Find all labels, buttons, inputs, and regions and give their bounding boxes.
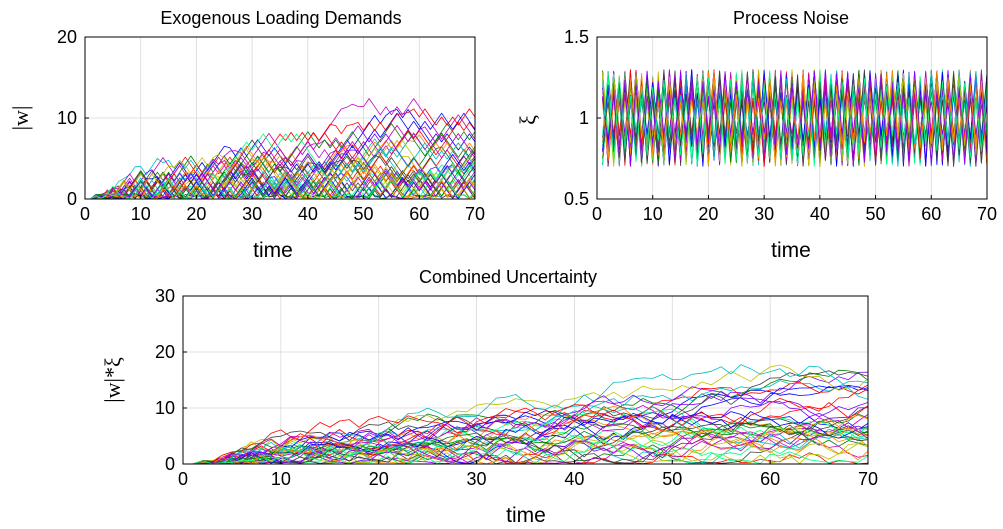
noise-series-line xyxy=(602,69,988,167)
y-tick-label: 30 xyxy=(155,286,175,306)
y-tick-label: 20 xyxy=(57,27,77,47)
noise-title: Process Noise xyxy=(733,8,849,28)
x-tick-label: 60 xyxy=(921,204,941,224)
noise-ylabel: ξ xyxy=(515,115,540,125)
x-tick-label: 10 xyxy=(131,204,151,224)
combined-series-line xyxy=(183,421,869,465)
loading-title: Exogenous Loading Demands xyxy=(160,8,401,28)
x-tick-label: 30 xyxy=(754,204,774,224)
x-tick-label: 30 xyxy=(242,204,262,224)
combined-series-group xyxy=(183,364,869,465)
loading-series-group xyxy=(85,98,476,200)
combined-series-line xyxy=(183,406,869,465)
combined-series-line xyxy=(183,418,869,465)
y-tick-label: 20 xyxy=(155,342,175,362)
x-tick-label: 20 xyxy=(369,469,389,489)
y-tick-label: 0 xyxy=(165,454,175,474)
combined-series-line xyxy=(183,427,869,465)
combined-plot-frame xyxy=(182,295,869,465)
loading-series-line xyxy=(85,149,476,200)
x-tick-label: 70 xyxy=(465,204,485,224)
x-tick-label: 0 xyxy=(592,204,602,224)
combined-series-line xyxy=(183,427,869,465)
y-tick-label: 1.5 xyxy=(564,27,589,47)
panel-loading: Exogenous Loading Demands 0 10 20 30 40 50 60 7… xyxy=(8,8,485,262)
x-tick-label: 50 xyxy=(662,469,682,489)
loading-xlabel: time xyxy=(253,239,293,262)
combined-series-line xyxy=(183,425,869,465)
loading-ylabel: |w| xyxy=(8,106,33,131)
y-tick-label: 0 xyxy=(67,189,77,209)
x-tick-label: 20 xyxy=(698,204,718,224)
noise-ticks: 0 10 20 30 40 50 60 70 0.5 1 1.5 xyxy=(564,27,997,224)
x-tick-label: 10 xyxy=(643,204,663,224)
x-tick-label: 0 xyxy=(80,204,90,224)
loading-grid xyxy=(85,37,475,199)
x-tick-label: 10 xyxy=(271,469,291,489)
combined-series-line xyxy=(183,364,869,465)
x-tick-label: 50 xyxy=(866,204,886,224)
combined-series-line xyxy=(183,385,869,465)
loading-series-line xyxy=(85,108,476,200)
y-tick-label: 1 xyxy=(579,108,589,128)
combined-series-line xyxy=(183,414,869,465)
combined-series-line xyxy=(183,405,869,465)
loading-series-line xyxy=(85,149,476,200)
combined-ylabel: |w|*ξ xyxy=(100,357,125,403)
loading-series-line xyxy=(85,142,476,200)
x-tick-label: 40 xyxy=(810,204,830,224)
loading-ticks: 0 10 20 30 40 50 60 70 0 10 20 xyxy=(57,27,485,224)
x-tick-label: 30 xyxy=(467,469,487,489)
noise-xlabel: time xyxy=(771,239,811,262)
combined-xlabel: time xyxy=(506,504,546,527)
x-tick-label: 0 xyxy=(178,469,188,489)
x-tick-label: 70 xyxy=(858,469,878,489)
x-tick-label: 70 xyxy=(977,204,997,224)
x-tick-label: 60 xyxy=(760,469,780,489)
x-tick-label: 40 xyxy=(564,469,584,489)
combined-series-line xyxy=(183,385,869,465)
panel-noise: Process Noise 0 10 20 30 40 50 60 70 0.5 1 1.5 tim… xyxy=(515,8,997,262)
loading-series-line xyxy=(85,133,476,200)
y-tick-label: 0.5 xyxy=(564,189,589,209)
x-tick-label: 40 xyxy=(298,204,318,224)
loading-series-line xyxy=(85,161,476,200)
y-tick-label: 10 xyxy=(155,398,175,418)
x-tick-label: 20 xyxy=(186,204,206,224)
combined-series-line xyxy=(183,384,869,465)
y-tick-label: 10 xyxy=(57,108,77,128)
combined-title: Combined Uncertainty xyxy=(419,267,597,287)
loading-series-line xyxy=(85,125,476,200)
noise-series-group xyxy=(602,69,988,167)
combined-series-line xyxy=(183,400,869,465)
combined-series-line xyxy=(183,421,869,465)
combined-series-line xyxy=(183,440,869,465)
combined-ticks: 0 10 20 30 40 50 60 70 0 10 20 30 xyxy=(155,286,878,489)
combined-series-line xyxy=(183,422,869,465)
panel-combined: Combined Uncertainty 0 10 20 30 40 50 60 70 0 10 2… xyxy=(100,267,878,527)
x-tick-label: 50 xyxy=(354,204,374,224)
loading-series-line xyxy=(85,150,476,200)
x-tick-label: 60 xyxy=(409,204,429,224)
